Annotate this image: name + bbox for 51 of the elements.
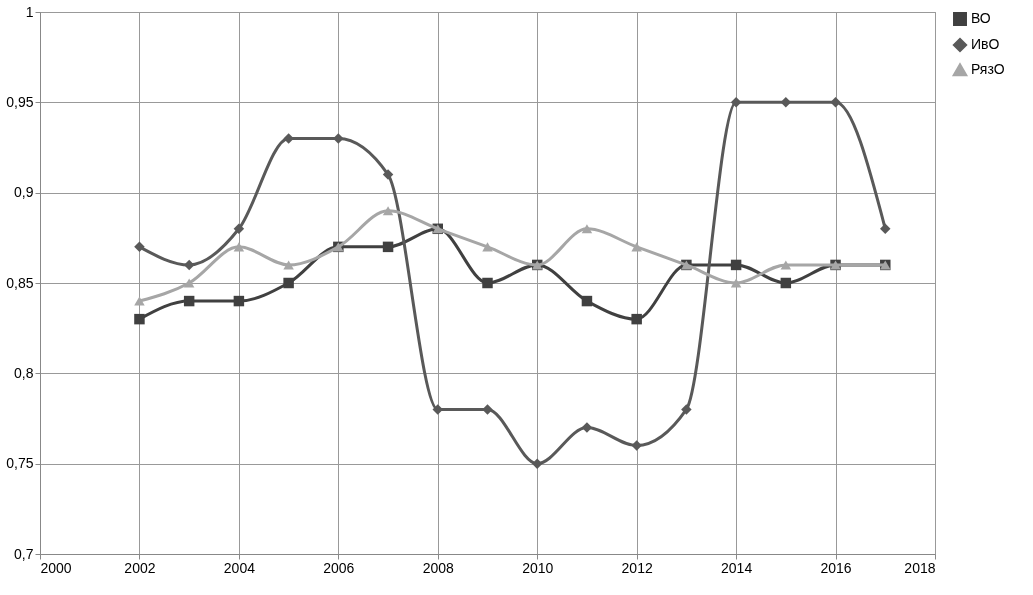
legend-label: ИвО <box>971 36 1000 52</box>
point <box>233 223 245 235</box>
point <box>183 295 195 307</box>
point <box>581 422 593 433</box>
point <box>531 458 543 469</box>
point <box>880 223 891 235</box>
point <box>730 278 742 288</box>
point <box>581 295 593 307</box>
point <box>134 313 145 325</box>
y-tick-label: 0,85 <box>6 274 34 291</box>
y-tick-label: 0,7 <box>14 545 34 562</box>
y-tick-label: 0,75 <box>6 455 34 472</box>
x-tick-label: 2004 <box>223 559 256 576</box>
point <box>830 97 841 108</box>
y-tick-label: 0,95 <box>6 93 34 110</box>
point <box>780 277 792 289</box>
point <box>134 296 145 306</box>
point <box>382 169 394 180</box>
x-tick-label: 2002 <box>124 559 156 576</box>
point <box>482 277 493 289</box>
y-tick-label: 0,8 <box>14 364 34 381</box>
point <box>482 242 493 252</box>
x-tick-label: 2012 <box>621 559 653 576</box>
point <box>283 277 294 289</box>
point <box>183 278 195 288</box>
point <box>581 224 593 234</box>
point <box>283 133 294 144</box>
point <box>382 241 394 253</box>
point <box>233 295 245 307</box>
x-tick-label: 2006 <box>323 559 355 576</box>
point <box>333 133 344 144</box>
point <box>730 259 742 271</box>
legend-label: ВО <box>971 10 991 26</box>
y-tick-label: 0,9 <box>14 184 34 201</box>
point <box>730 97 742 108</box>
point <box>631 440 642 451</box>
point <box>233 242 245 252</box>
point <box>134 241 145 253</box>
x-tick-label: 2000 <box>40 559 72 576</box>
point <box>382 206 394 216</box>
legend-label: РязО <box>971 61 1005 77</box>
x-tick-label: 2010 <box>522 559 554 576</box>
x-tick-label: 2018 <box>904 559 936 576</box>
x-tick-label: 2014 <box>721 559 753 576</box>
y-tick-label: 1 <box>25 3 34 20</box>
x-tick-label: 2008 <box>422 559 455 576</box>
point <box>780 260 792 270</box>
point <box>681 404 692 415</box>
point <box>283 260 294 270</box>
point <box>631 313 642 325</box>
x-tick-label: 2016 <box>820 559 852 576</box>
